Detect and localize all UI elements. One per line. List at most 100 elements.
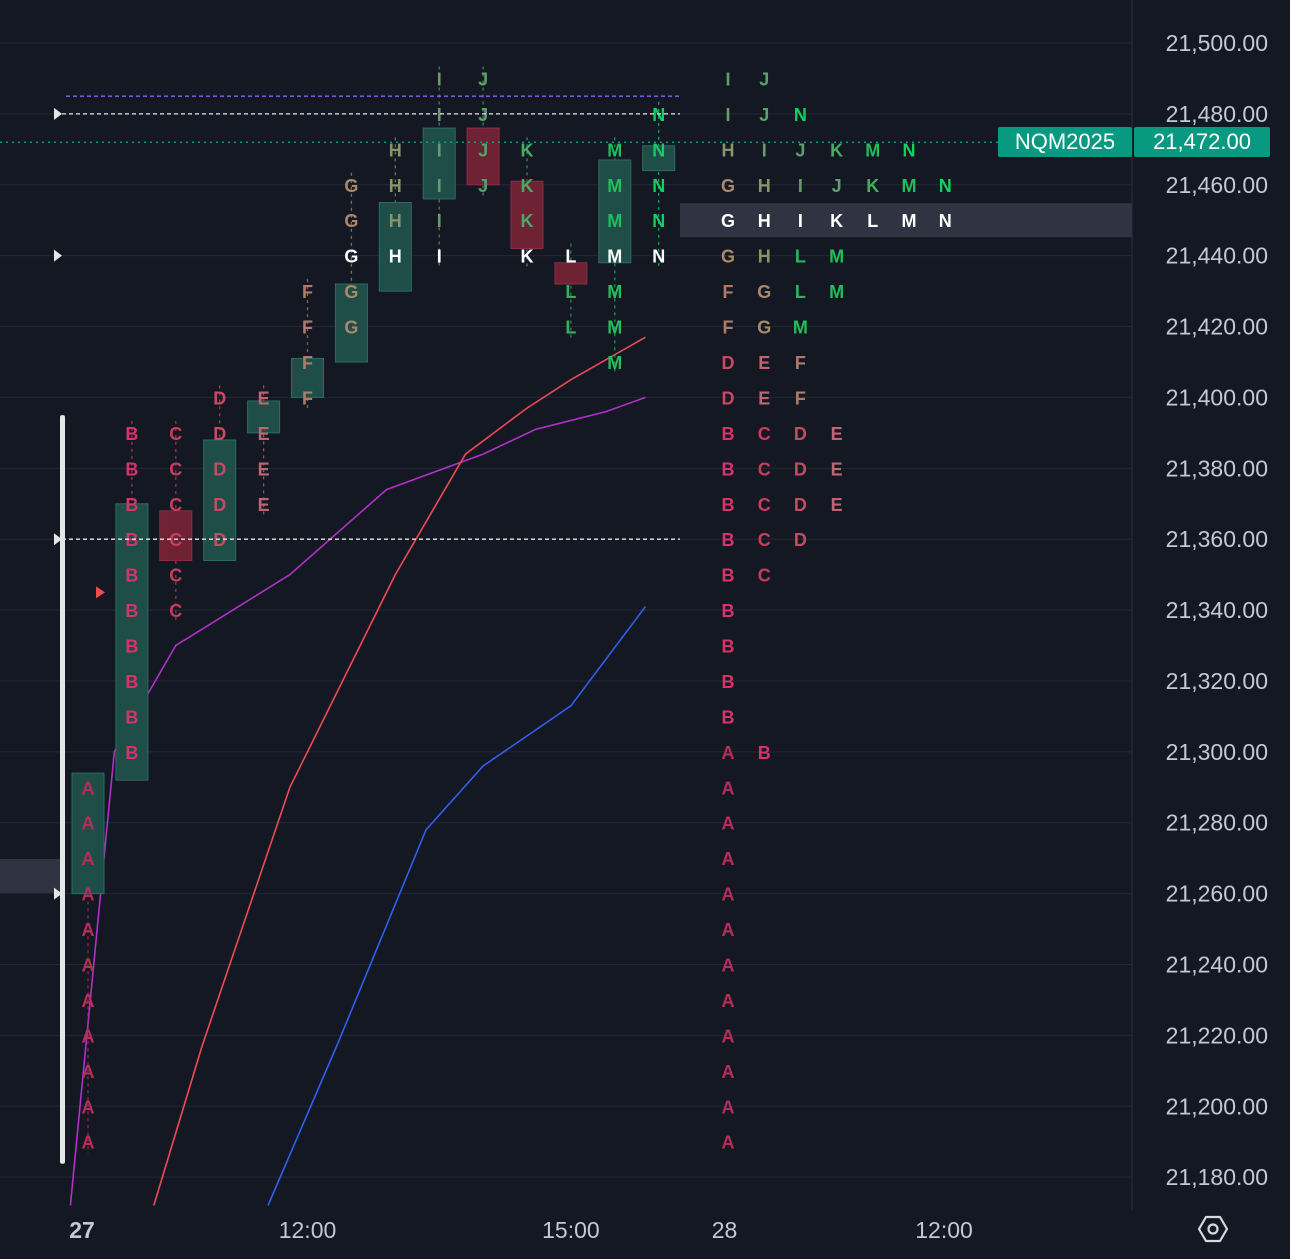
- profile-letter: B: [722, 424, 735, 444]
- tpo-letter: D: [213, 388, 226, 408]
- profile-letter: I: [725, 69, 730, 89]
- tpo-letter: M: [607, 140, 622, 160]
- profile-letter: H: [758, 247, 771, 267]
- tpo-letter: B: [125, 530, 138, 550]
- tpo-letter: B: [125, 637, 138, 657]
- tpo-letter: C: [169, 530, 182, 550]
- profile-letter: J: [795, 140, 805, 160]
- marker-triangle: [54, 249, 62, 262]
- symbol-label: NQM2025: [998, 127, 1132, 157]
- tpo-letter: I: [437, 211, 442, 231]
- profile-letter: M: [902, 211, 917, 231]
- tpo-letter: F: [302, 282, 313, 302]
- profile-letter: D: [722, 353, 735, 373]
- y-tick-label: 21,400.00: [1166, 384, 1268, 410]
- tpo-letter: I: [437, 105, 442, 125]
- profile-letter: E: [831, 495, 843, 515]
- last-price-label: 21,472.00: [1134, 127, 1270, 157]
- profile-letter: K: [830, 211, 843, 231]
- tpo-letter: K: [521, 140, 534, 160]
- tpo-letter: M: [607, 282, 622, 302]
- profile-letter: A: [722, 743, 735, 763]
- tpo-letter: L: [565, 282, 576, 302]
- indicator-line-3: [267, 606, 647, 1206]
- profile-letter: K: [830, 140, 843, 160]
- profile-letter: C: [758, 530, 771, 550]
- tpo-letter: E: [258, 495, 270, 515]
- profile-letter: J: [759, 105, 769, 125]
- tpo-letter: G: [344, 176, 358, 196]
- profile-letter: A: [722, 1026, 735, 1046]
- candle-body: [334, 283, 368, 363]
- profile-letter: N: [939, 176, 952, 196]
- tpo-letter: I: [437, 140, 442, 160]
- tpo-letter: B: [125, 601, 138, 621]
- tpo-letter: K: [521, 247, 534, 267]
- tpo-letter: A: [82, 991, 95, 1011]
- tpo-letter: B: [125, 743, 138, 763]
- tpo-letter: L: [565, 247, 576, 267]
- poc-band-28: [680, 203, 1132, 238]
- candle-body: [422, 127, 456, 200]
- candle-body: [510, 180, 544, 250]
- y-tick-label: 21,260.00: [1166, 881, 1268, 907]
- profile-letter: I: [798, 176, 803, 196]
- tpo-letter: D: [213, 424, 226, 444]
- tpo-profile: AAAAAAAAAAABBBBBBBBBBCCCCCCDDDDDEEEEFFFF…: [71, 66, 952, 1154]
- y-tick-label: 21,340.00: [1166, 597, 1268, 623]
- y-tick-label: 21,180.00: [1166, 1164, 1268, 1190]
- profile-letter: A: [722, 778, 735, 798]
- profile-letter: G: [721, 176, 735, 196]
- profile-letter: C: [758, 495, 771, 515]
- tpo-letter: M: [607, 176, 622, 196]
- profile-letter: M: [865, 140, 880, 160]
- profile-letter: A: [722, 1133, 735, 1153]
- profile-letter: G: [721, 211, 735, 231]
- time-axis[interactable]: 27 12:00 15:00 28 12:00: [69, 1217, 973, 1243]
- profile-letter: B: [722, 707, 735, 727]
- profile-letter: F: [723, 282, 734, 302]
- gear-hexagon-icon[interactable]: [1194, 1210, 1232, 1248]
- tpo-letter: B: [125, 459, 138, 479]
- tpo-letter: A: [82, 1097, 95, 1117]
- candle-body: [642, 145, 676, 172]
- tpo-letter: A: [82, 778, 95, 798]
- x-tick-label: 15:00: [542, 1217, 600, 1243]
- tpo-letter: G: [344, 247, 358, 267]
- tpo-letter: N: [652, 211, 665, 231]
- profile-letter: A: [722, 814, 735, 834]
- price-axis[interactable]: 21,500.00 21,480.00 21,460.00 21,440.00 21,4…: [1166, 30, 1268, 1190]
- tpo-letter: J: [478, 140, 488, 160]
- profile-letter: B: [722, 601, 735, 621]
- profile-letter: C: [758, 566, 771, 586]
- candle-body: [71, 772, 105, 895]
- tpo-letter: H: [389, 211, 402, 231]
- tpo-letter: B: [125, 672, 138, 692]
- y-tick-label: 21,300.00: [1166, 739, 1268, 765]
- profile-letter: A: [722, 885, 735, 905]
- indicator-line-2: [153, 336, 646, 1206]
- marker-triangle: [54, 533, 62, 546]
- tpo-letter: M: [607, 318, 622, 338]
- tpo-letter: E: [258, 424, 270, 444]
- profile-letter: A: [722, 1097, 735, 1117]
- profile-letter: M: [793, 318, 808, 338]
- profile-letter: B: [722, 459, 735, 479]
- tpo-letter: H: [389, 140, 402, 160]
- tpo-letter: N: [652, 140, 665, 160]
- tpo-letter: C: [169, 424, 182, 444]
- tpo-letter: A: [82, 1133, 95, 1153]
- tpo-letter: A: [82, 920, 95, 940]
- tpo-letter: K: [521, 211, 534, 231]
- tpo-letter: J: [478, 105, 488, 125]
- tpo-letter: L: [565, 318, 576, 338]
- profile-letter: F: [723, 318, 734, 338]
- tpo-letter: A: [82, 1062, 95, 1082]
- profile-letter: B: [722, 495, 735, 515]
- profile-letter: E: [758, 388, 770, 408]
- profile-letter: C: [758, 424, 771, 444]
- profile-letter: A: [722, 991, 735, 1011]
- profile-letter: H: [758, 211, 771, 231]
